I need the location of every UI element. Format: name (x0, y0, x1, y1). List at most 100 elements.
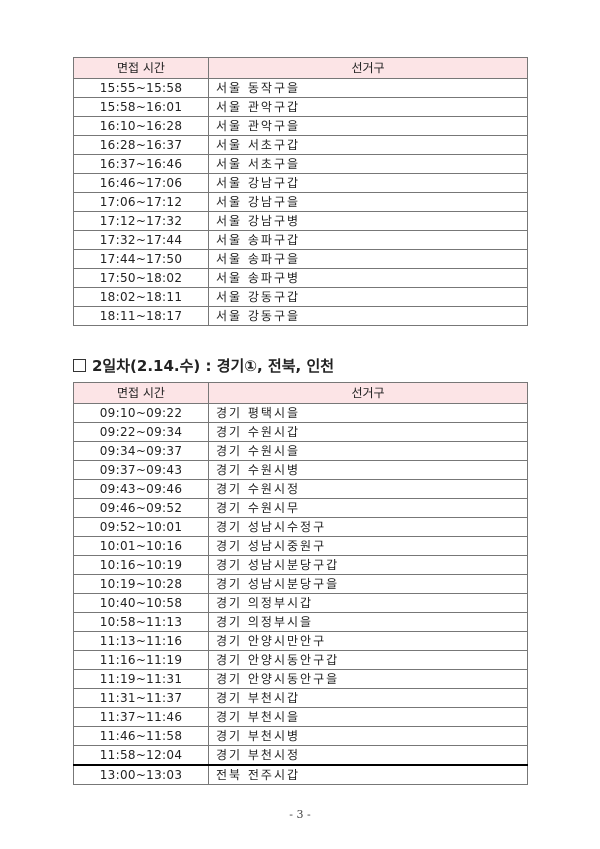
district-cell: 경기 수원시무 (208, 498, 528, 518)
time-cell: 11:46~11:58 (73, 726, 209, 746)
time-cell: 11:58~12:04 (73, 745, 209, 766)
district-cell: 서울 서초구을 (208, 154, 528, 174)
district-cell: 서울 송파구을 (208, 249, 528, 269)
table-row: 09:52~10:01 경기 성남시수정구 (73, 517, 528, 537)
time-cell: 17:32~17:44 (73, 230, 209, 250)
district-cell: 경기 성남시분당구을 (208, 574, 528, 594)
table-row: 16:37~16:46 서울 서초구을 (73, 154, 528, 174)
time-cell: 17:50~18:02 (73, 268, 209, 288)
district-cell: 경기 안양시동안구을 (208, 669, 528, 689)
district-cell: 경기 부천시정 (208, 745, 528, 766)
district-cell: 서울 서초구갑 (208, 135, 528, 155)
time-cell: 10:01~10:16 (73, 536, 209, 556)
table-row: 17:12~17:32 서울 강남구병 (73, 211, 528, 231)
time-cell: 11:13~11:16 (73, 631, 209, 651)
time-cell: 16:28~16:37 (73, 135, 209, 155)
district-cell: 서울 강동구을 (208, 306, 528, 326)
time-cell: 11:37~11:46 (73, 707, 209, 727)
table-row: 17:44~17:50 서울 송파구을 (73, 249, 528, 269)
schedule-table-day2: 면접 시간 선거구 09:10~09:22 경기 평택시을 09:22~09:34 경… (73, 382, 528, 785)
district-cell: 경기 부천시을 (208, 707, 528, 727)
table-row: 10:16~10:19 경기 성남시분당구갑 (73, 555, 528, 575)
district-cell: 경기 부천시병 (208, 726, 528, 746)
table-row: 11:37~11:46 경기 부천시을 (73, 707, 528, 727)
table-row: 10:58~11:13 경기 의정부시을 (73, 612, 528, 632)
table-row: 15:58~16:01 서울 관악구갑 (73, 97, 528, 117)
time-cell: 09:34~09:37 (73, 441, 209, 461)
district-cell: 경기 평택시을 (208, 403, 528, 423)
table-row: 16:10~16:28 서울 관악구을 (73, 116, 528, 136)
header-time: 면접 시간 (73, 382, 209, 404)
table-row: 17:32~17:44 서울 송파구갑 (73, 230, 528, 250)
table-row: 09:10~09:22 경기 평택시을 (73, 403, 528, 423)
district-cell: 경기 의정부시갑 (208, 593, 528, 613)
time-cell: 16:10~16:28 (73, 116, 209, 136)
district-cell: 서울 강남구갑 (208, 173, 528, 193)
district-cell: 경기 수원시정 (208, 479, 528, 499)
table-row: 18:11~18:17 서울 강동구을 (73, 306, 528, 326)
time-cell: 16:37~16:46 (73, 154, 209, 174)
time-cell: 10:40~10:58 (73, 593, 209, 613)
schedule-table-day1: 면접 시간 선거구 15:55~15:58 서울 동작구을 15:58~16:01 서… (73, 57, 528, 326)
district-cell: 서울 강남구을 (208, 192, 528, 212)
time-cell: 11:31~11:37 (73, 688, 209, 708)
table-row: 11:58~12:04 경기 부천시정 (73, 745, 528, 766)
table-row: 10:19~10:28 경기 성남시분당구을 (73, 574, 528, 594)
time-cell: 17:06~17:12 (73, 192, 209, 212)
time-cell: 18:02~18:11 (73, 287, 209, 307)
table-row: 17:06~17:12 서울 강남구을 (73, 192, 528, 212)
district-cell: 경기 성남시수정구 (208, 517, 528, 537)
district-cell: 서울 강남구병 (208, 211, 528, 231)
time-cell: 10:58~11:13 (73, 612, 209, 632)
district-cell: 서울 송파구병 (208, 268, 528, 288)
district-cell: 경기 안양시만안구 (208, 631, 528, 651)
district-cell: 전북 전주시갑 (208, 764, 528, 785)
table-row: 13:00~13:03 전북 전주시갑 (73, 764, 528, 785)
time-cell: 09:52~10:01 (73, 517, 209, 537)
table-row: 11:19~11:31 경기 안양시동안구을 (73, 669, 528, 689)
time-cell: 15:55~15:58 (73, 78, 209, 98)
header-district: 선거구 (208, 57, 528, 79)
section-heading-day2: 2일차(2.14.수) : 경기①, 전북, 인천 (73, 355, 334, 376)
table-row: 11:31~11:37 경기 부천시갑 (73, 688, 528, 708)
district-cell: 경기 수원시병 (208, 460, 528, 480)
header-time: 면접 시간 (73, 57, 209, 79)
district-cell: 서울 송파구갑 (208, 230, 528, 250)
district-cell: 경기 성남시분당구갑 (208, 555, 528, 575)
table-row: 09:43~09:46 경기 수원시정 (73, 479, 528, 499)
time-cell: 09:10~09:22 (73, 403, 209, 423)
district-cell: 경기 성남시중원구 (208, 536, 528, 556)
time-cell: 11:19~11:31 (73, 669, 209, 689)
table-row: 09:37~09:43 경기 수원시병 (73, 460, 528, 480)
time-cell: 09:46~09:52 (73, 498, 209, 518)
district-cell: 경기 수원시갑 (208, 422, 528, 442)
time-cell: 09:37~09:43 (73, 460, 209, 480)
time-cell: 17:12~17:32 (73, 211, 209, 231)
district-cell: 경기 수원시을 (208, 441, 528, 461)
table-row: 09:34~09:37 경기 수원시을 (73, 441, 528, 461)
time-cell: 13:00~13:03 (73, 764, 209, 785)
time-cell: 11:16~11:19 (73, 650, 209, 670)
time-cell: 09:22~09:34 (73, 422, 209, 442)
table-row: 15:55~15:58 서울 동작구을 (73, 78, 528, 98)
district-cell: 서울 관악구을 (208, 116, 528, 136)
time-cell: 10:19~10:28 (73, 574, 209, 594)
section-heading-text: 2일차(2.14.수) : 경기①, 전북, 인천 (92, 357, 335, 375)
table-row: 10:40~10:58 경기 의정부시갑 (73, 593, 528, 613)
table-row: 11:13~11:16 경기 안양시만안구 (73, 631, 528, 651)
table-row: 09:22~09:34 경기 수원시갑 (73, 422, 528, 442)
table-row: 09:46~09:52 경기 수원시무 (73, 498, 528, 518)
time-cell: 18:11~18:17 (73, 306, 209, 326)
district-cell: 경기 안양시동안구갑 (208, 650, 528, 670)
table-row: 11:46~11:58 경기 부천시병 (73, 726, 528, 746)
district-cell: 서울 강동구갑 (208, 287, 528, 307)
district-cell: 경기 의정부시을 (208, 612, 528, 632)
checkbox-square-icon (73, 359, 86, 372)
table-row: 16:28~16:37 서울 서초구갑 (73, 135, 528, 155)
time-cell: 15:58~16:01 (73, 97, 209, 117)
table-row: 18:02~18:11 서울 강동구갑 (73, 287, 528, 307)
time-cell: 09:43~09:46 (73, 479, 209, 499)
table-row: 17:50~18:02 서울 송파구병 (73, 268, 528, 288)
table-row: 11:16~11:19 경기 안양시동안구갑 (73, 650, 528, 670)
time-cell: 17:44~17:50 (73, 249, 209, 269)
